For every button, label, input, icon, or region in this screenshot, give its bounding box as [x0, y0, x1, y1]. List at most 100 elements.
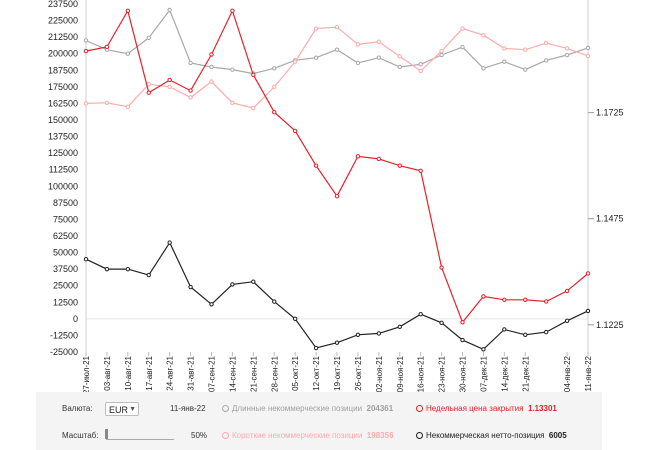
y-right-tick-label: 1.1725 [596, 108, 624, 118]
data-point-1 [251, 105, 256, 111]
data-point-3 [585, 271, 591, 276]
data-point-3 [543, 299, 549, 304]
scale-slider-handle[interactable] [105, 429, 108, 439]
series-line-1 [85, 26, 589, 109]
data-point-1 [418, 68, 423, 74]
data-point-2 [272, 299, 277, 304]
y-left-tick-label: 25000 [53, 281, 78, 291]
y-left-tick-label: 225000 [48, 16, 78, 26]
data-point-2 [146, 272, 151, 278]
data-point-3 [188, 88, 193, 93]
data-point-1 [209, 79, 214, 84]
data-point-0 [502, 59, 507, 64]
y-left-tick-label: 50000 [53, 248, 78, 258]
y-left-tick-label: 162500 [48, 98, 78, 108]
y-right-tick-label: 1.1475 [596, 214, 624, 224]
x-tick-label: 02-ноя-21 [375, 355, 384, 392]
y-left-tick-label: 175000 [48, 82, 78, 92]
x-tick-label: 09-ноя-21 [396, 355, 405, 392]
data-point-3 [523, 297, 528, 302]
data-point-1 [439, 48, 444, 54]
x-tick-label: 05-окт-21 [291, 355, 300, 390]
data-point-0 [460, 44, 465, 50]
data-point-3 [481, 294, 486, 299]
y-left-tick-label: 137500 [48, 132, 78, 142]
y-left-tick-label: 237500 [48, 0, 78, 9]
data-point-0 [209, 64, 214, 70]
x-tick-label: 27-июл-21 [82, 355, 91, 392]
chart-canvas: 237500 225000 212500 200000 187500 175000 1625… [48, 0, 624, 392]
data-point-0 [397, 64, 402, 70]
data-point-0 [146, 35, 151, 41]
y-left-tick-label: 87500 [53, 198, 78, 208]
data-point-0 [125, 51, 131, 56]
data-point-0 [188, 60, 193, 66]
data-point-3 [502, 297, 507, 302]
y-right-tick-label: 1.1225 [596, 320, 624, 330]
data-point-2 [460, 337, 465, 343]
y-left-tick-label: 200000 [48, 49, 78, 59]
data-point-2 [543, 329, 549, 335]
x-tick-label: 31-авг-21 [187, 355, 196, 390]
series-line-3 [85, 9, 589, 324]
data-point-3 [397, 163, 402, 168]
data-point-1 [543, 40, 549, 46]
data-point-0 [376, 55, 382, 60]
scale-value: 50% [191, 431, 208, 440]
data-point-3 [439, 265, 444, 270]
y-left-tick-label: 112500 [49, 165, 78, 175]
data-point-3 [292, 128, 298, 134]
scale-slider-track[interactable] [106, 434, 174, 440]
data-point-3 [272, 110, 277, 115]
data-point-1 [397, 54, 402, 59]
x-tick-label: 28-сен-21 [270, 355, 279, 392]
data-point-3 [83, 48, 89, 54]
y-left-tick-label: 62500 [53, 231, 78, 241]
net-series-marker-icon [416, 432, 423, 439]
x-tick-label: 17-авг-21 [145, 355, 154, 390]
data-point-3 [418, 168, 423, 173]
data-point-1 [313, 26, 319, 31]
data-point-3 [564, 288, 570, 294]
data-point-3 [460, 320, 465, 325]
y-left-tick-label: 75000 [53, 214, 78, 224]
currency-select[interactable]: EUR ▼ [105, 402, 139, 416]
data-point-0 [523, 67, 528, 72]
legend-short-value: 198356 [366, 431, 394, 440]
data-point-2 [230, 282, 235, 287]
data-point-3 [313, 163, 319, 168]
legend-short-positions: Короткие некоммерческие позиции 198356 [222, 426, 394, 446]
data-point-0 [543, 58, 549, 63]
legend-short-label: Короткие некоммерческие позиции [232, 431, 363, 440]
x-tick-label: 26-окт-21 [354, 355, 363, 390]
data-point-1 [292, 59, 298, 64]
data-point-0 [272, 66, 277, 71]
legend-net-position: Некоммерческая нетто-позиция 6005 [416, 426, 567, 446]
y-left-tick-label: 0 [73, 314, 78, 324]
series-line-0 [85, 8, 589, 75]
data-point-1 [83, 101, 89, 106]
x-tick-label: 24-авг-21 [166, 355, 175, 390]
series-line-2 [85, 241, 589, 351]
data-point-2 [481, 347, 486, 352]
x-tick-label: 07-сен-21 [208, 355, 217, 392]
data-point-1 [125, 104, 131, 109]
data-point-2 [188, 284, 193, 290]
data-point-1 [104, 100, 110, 105]
data-point-3 [230, 8, 235, 13]
x-tick-label: 21-сен-21 [249, 355, 258, 392]
data-point-2 [564, 318, 570, 324]
data-point-3 [251, 72, 256, 78]
legend-long-positions: Длинные некоммерческие позиции 204361 [222, 399, 393, 419]
data-point-2 [376, 331, 382, 336]
y-left-tick-label: 37500 [53, 264, 78, 274]
data-point-1 [376, 39, 382, 44]
data-point-0 [230, 67, 235, 72]
y-left-tick-label: 212500 [48, 32, 78, 42]
x-tick-label: 12-окт-21 [312, 355, 321, 390]
data-point-0 [585, 45, 591, 51]
data-point-2 [502, 327, 507, 332]
currency-label: Валюта: [62, 404, 93, 413]
close-series-marker-icon [416, 405, 423, 412]
data-point-0 [564, 52, 570, 58]
